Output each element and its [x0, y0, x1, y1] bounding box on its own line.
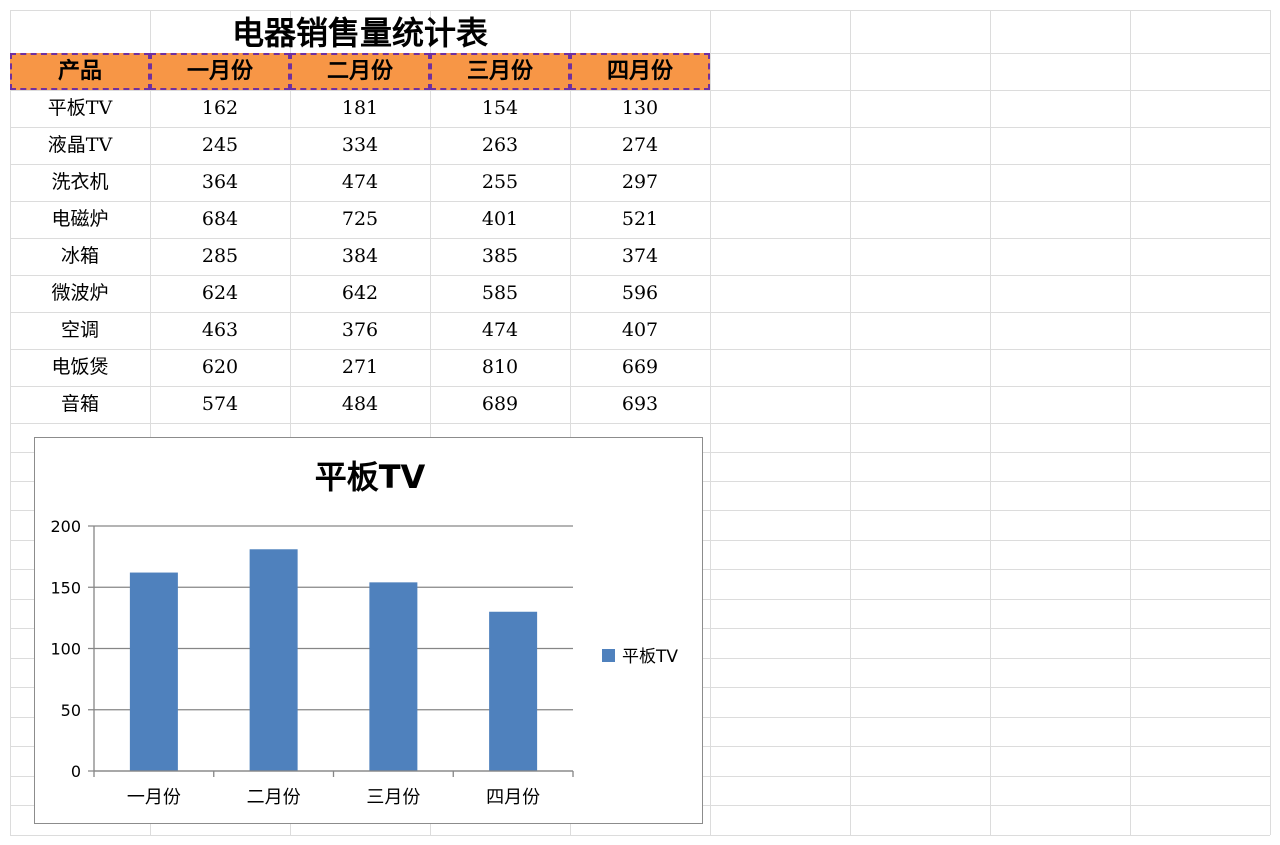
- sheet-title[interactable]: 电器销售量统计表: [231, 14, 488, 52]
- x-tick-label: 二月份: [247, 787, 301, 808]
- y-tick-label: 200: [50, 517, 81, 536]
- column-header-2[interactable]: 二月份: [290, 53, 430, 90]
- sales-value-cell[interactable]: 585: [481, 282, 519, 304]
- sales-value-cell[interactable]: 624: [201, 282, 239, 304]
- grid-row-line: [10, 164, 1270, 165]
- sales-value-cell[interactable]: 642: [341, 282, 379, 304]
- sales-value-cell[interactable]: 334: [341, 134, 379, 156]
- product-name-cell[interactable]: 微波炉: [51, 282, 109, 304]
- grid-column-line: [290, 10, 291, 835]
- sales-value-cell[interactable]: 474: [341, 171, 379, 193]
- y-tick-label: 150: [50, 578, 81, 597]
- grid-column-line: [710, 10, 711, 835]
- bar-4: [489, 611, 538, 771]
- sales-value-cell[interactable]: 255: [481, 171, 519, 193]
- column-header-0[interactable]: 产品: [10, 53, 150, 90]
- grid-row-line: [10, 10, 1270, 11]
- sales-value-cell[interactable]: 689: [481, 393, 519, 415]
- sales-value-cell[interactable]: 620: [201, 356, 239, 378]
- sales-value-cell[interactable]: 384: [341, 245, 379, 267]
- sales-value-cell[interactable]: 669: [621, 356, 659, 378]
- grid-row-line: [10, 127, 1270, 128]
- sales-value-cell[interactable]: 684: [201, 208, 239, 230]
- grid-row-line: [10, 349, 1270, 350]
- sales-value-cell[interactable]: 463: [201, 319, 239, 341]
- sales-value-cell[interactable]: 474: [481, 319, 519, 341]
- grid-column-line: [1270, 10, 1271, 835]
- sales-value-cell[interactable]: 245: [201, 134, 239, 156]
- grid-row-line: [10, 386, 1270, 387]
- bar-1: [129, 572, 178, 771]
- sales-value-cell[interactable]: 285: [201, 245, 239, 267]
- grid-row-line: [10, 275, 1270, 276]
- sales-value-cell[interactable]: 810: [481, 356, 519, 378]
- sales-value-cell[interactable]: 374: [621, 245, 659, 267]
- column-header-4[interactable]: 四月份: [570, 53, 710, 90]
- sales-value-cell[interactable]: 364: [201, 171, 239, 193]
- bar-2: [249, 549, 298, 771]
- product-name-cell[interactable]: 音箱: [60, 393, 99, 415]
- sales-value-cell[interactable]: 725: [341, 208, 379, 230]
- sales-value-cell[interactable]: 263: [481, 134, 519, 156]
- product-name-cell[interactable]: 平板TV: [47, 97, 113, 119]
- sales-value-cell[interactable]: 274: [621, 134, 659, 156]
- sales-value-cell[interactable]: 401: [481, 208, 519, 230]
- sales-value-cell[interactable]: 376: [341, 319, 379, 341]
- sales-value-cell[interactable]: 596: [621, 282, 659, 304]
- sales-value-cell[interactable]: 693: [621, 393, 659, 415]
- sales-value-cell[interactable]: 130: [621, 97, 659, 119]
- product-name-cell[interactable]: 冰箱: [60, 245, 99, 267]
- sales-value-cell[interactable]: 181: [341, 97, 379, 119]
- x-tick-label: 一月份: [127, 787, 181, 808]
- product-name-cell[interactable]: 液晶TV: [47, 134, 113, 156]
- grid-row-line: [10, 90, 1270, 91]
- grid-column-line: [1130, 10, 1131, 835]
- bar-3: [369, 582, 418, 771]
- grid-row-line: [10, 423, 1270, 424]
- chart-title: 平板TV: [315, 458, 426, 496]
- column-header-3[interactable]: 三月份: [430, 53, 570, 90]
- sales-value-cell[interactable]: 385: [481, 245, 519, 267]
- grid-column-line: [10, 10, 11, 835]
- sales-value-cell[interactable]: 154: [481, 97, 519, 119]
- bar-chart[interactable]: 平板TV 0 50 100 150 200 一月份 二月份 三月份 四月份 平板TV: [34, 437, 703, 824]
- sales-value-cell[interactable]: 407: [621, 319, 659, 341]
- x-tick-label: 三月份: [366, 787, 420, 808]
- chart-svg: 平板TV 0 50 100 150 200 一月份 二月份 三月份 四月份 平板TV: [50, 458, 678, 808]
- legend-swatch: [602, 649, 615, 662]
- grid-column-line: [570, 10, 571, 835]
- sales-value-cell[interactable]: 574: [201, 393, 239, 415]
- grid-column-line: [430, 10, 431, 835]
- column-header-1[interactable]: 一月份: [150, 53, 290, 90]
- legend-label: 平板TV: [622, 647, 678, 667]
- product-name-cell[interactable]: 电饭煲: [51, 356, 109, 378]
- sales-value-cell[interactable]: 297: [621, 171, 659, 193]
- sales-value-cell[interactable]: 521: [621, 208, 659, 230]
- y-tick-label: 100: [50, 640, 81, 659]
- product-name-cell[interactable]: 电磁炉: [51, 208, 109, 230]
- grid-column-line: [150, 10, 151, 835]
- grid-row-line: [10, 312, 1270, 313]
- sales-value-cell[interactable]: 484: [341, 393, 379, 415]
- product-name-cell[interactable]: 洗衣机: [51, 171, 109, 193]
- header-row-fill: [10, 53, 710, 90]
- grid-column-line: [990, 10, 991, 835]
- grid-column-line: [850, 10, 851, 835]
- y-tick-label: 0: [71, 762, 81, 781]
- sales-value-cell[interactable]: 271: [341, 356, 379, 378]
- x-tick-label: 四月份: [486, 787, 540, 808]
- product-name-cell[interactable]: 空调: [60, 319, 99, 341]
- y-tick-label: 50: [61, 701, 81, 720]
- grid-row-line: [10, 238, 1270, 239]
- grid-row-line: [10, 835, 1270, 836]
- grid-row-line: [10, 201, 1270, 202]
- sales-value-cell[interactable]: 162: [201, 97, 239, 119]
